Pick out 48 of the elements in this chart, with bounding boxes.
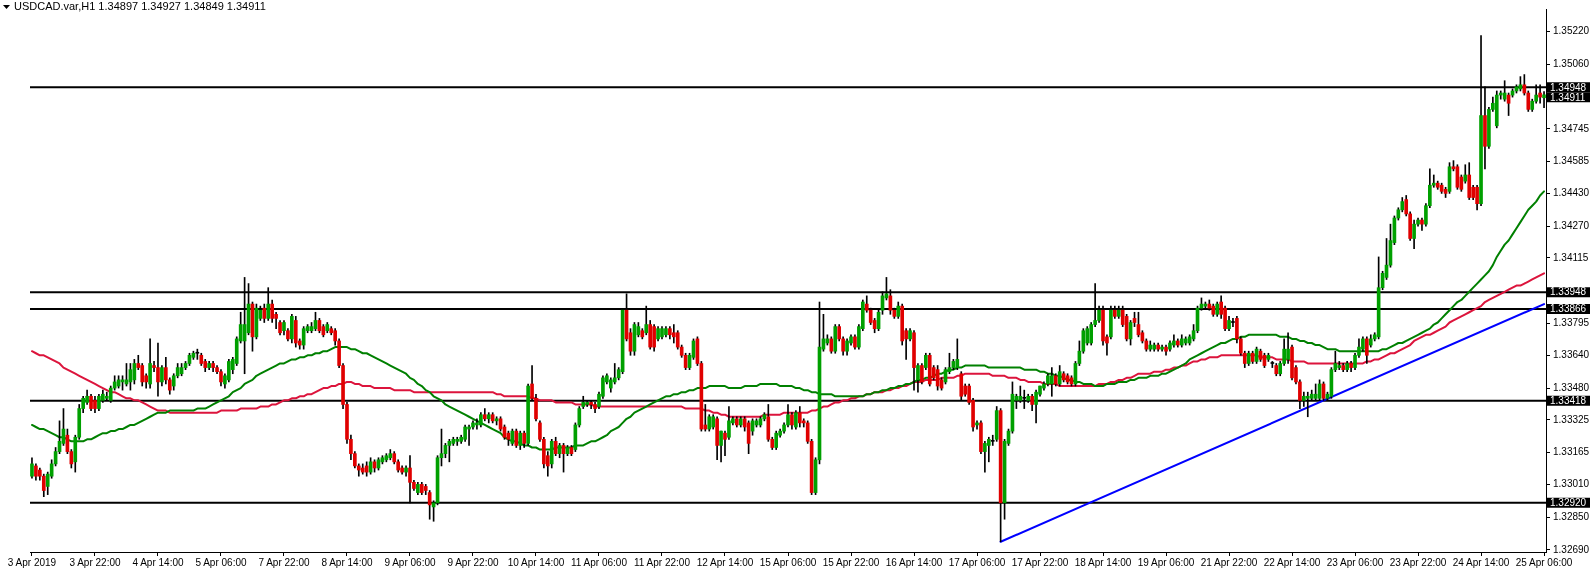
x-tick-label: 3 Apr 22:00 (69, 556, 121, 568)
y-tick-label: 1.34745 (1553, 122, 1590, 134)
x-tick-label: 9 Apr 22:00 (447, 556, 499, 568)
ref-line-label: 1.33418 (1550, 395, 1587, 407)
x-tick-label: 23 Apr 06:00 (1326, 556, 1384, 568)
y-tick-label: 1.35060 (1553, 58, 1590, 70)
x-tick-label: 11 Apr 06:00 (571, 556, 628, 568)
y-tick-label: 1.33480 (1553, 381, 1590, 393)
ref-line-label: 1.33948 (1550, 286, 1587, 298)
y-tick-label: 1.33795 (1553, 317, 1590, 329)
ref-line-label: 1.32920 (1550, 497, 1587, 509)
x-tick-label: 25 Apr 06:00 (1515, 556, 1573, 568)
x-tick-label: 15 Apr 22:00 (822, 556, 880, 568)
y-tick-label: 1.34115 (1553, 251, 1589, 263)
x-tick-label: 7 Apr 22:00 (258, 556, 310, 568)
x-tick-label: 16 Apr 14:00 (885, 556, 943, 568)
y-tick-label: 1.32850 (1553, 510, 1590, 522)
x-tick-label: 3 Apr 2019 (7, 556, 57, 568)
x-tick-label: 12 Apr 14:00 (696, 556, 754, 568)
y-tick-label: 1.33640 (1553, 349, 1590, 361)
y-tick-label: 1.35220 (1553, 25, 1590, 37)
chart-title: USDCAD.var,H1 1.34897 1.34927 1.34849 1.34911 (14, 0, 266, 13)
x-tick-label: 19 Apr 06:00 (1137, 556, 1195, 568)
x-tick-label: 11 Apr 22:00 (634, 556, 691, 568)
ref-line-label: 1.33866 (1550, 303, 1587, 315)
x-tick-label: 9 Apr 06:00 (384, 556, 436, 568)
x-tick-label: 10 Apr 14:00 (507, 556, 565, 568)
x-tick-label: 17 Apr 06:00 (948, 556, 1006, 568)
x-tick-label: 18 Apr 14:00 (1074, 556, 1132, 568)
x-tick-label: 5 Apr 06:00 (195, 556, 247, 568)
x-tick-label: 15 Apr 06:00 (759, 556, 817, 568)
y-tick-label: 1.34430 (1553, 187, 1590, 199)
x-tick-label: 21 Apr 22:00 (1200, 556, 1258, 568)
x-tick-label: 4 Apr 14:00 (132, 556, 184, 568)
x-tick-label: 24 Apr 14:00 (1452, 556, 1510, 568)
y-tick-label: 1.33010 (1553, 478, 1590, 490)
x-tick-label: 17 Apr 22:00 (1011, 556, 1069, 568)
x-tick-label: 8 Apr 14:00 (321, 556, 373, 568)
candlestick (1231, 318, 1235, 327)
ref-line-label: 1.34948 (1550, 81, 1587, 93)
y-tick-label: 1.32690 (1553, 543, 1590, 555)
y-tick-label: 1.33165 (1553, 446, 1590, 458)
text: 1.34911 (1550, 91, 1586, 103)
y-tick-label: 1.34270 (1553, 219, 1590, 231)
x-tick-label: 22 Apr 14:00 (1263, 556, 1321, 568)
y-tick-label: 1.34585 (1553, 155, 1590, 167)
x-tick-label: 23 Apr 22:00 (1389, 556, 1447, 568)
y-tick-label: 1.33325 (1553, 413, 1590, 425)
